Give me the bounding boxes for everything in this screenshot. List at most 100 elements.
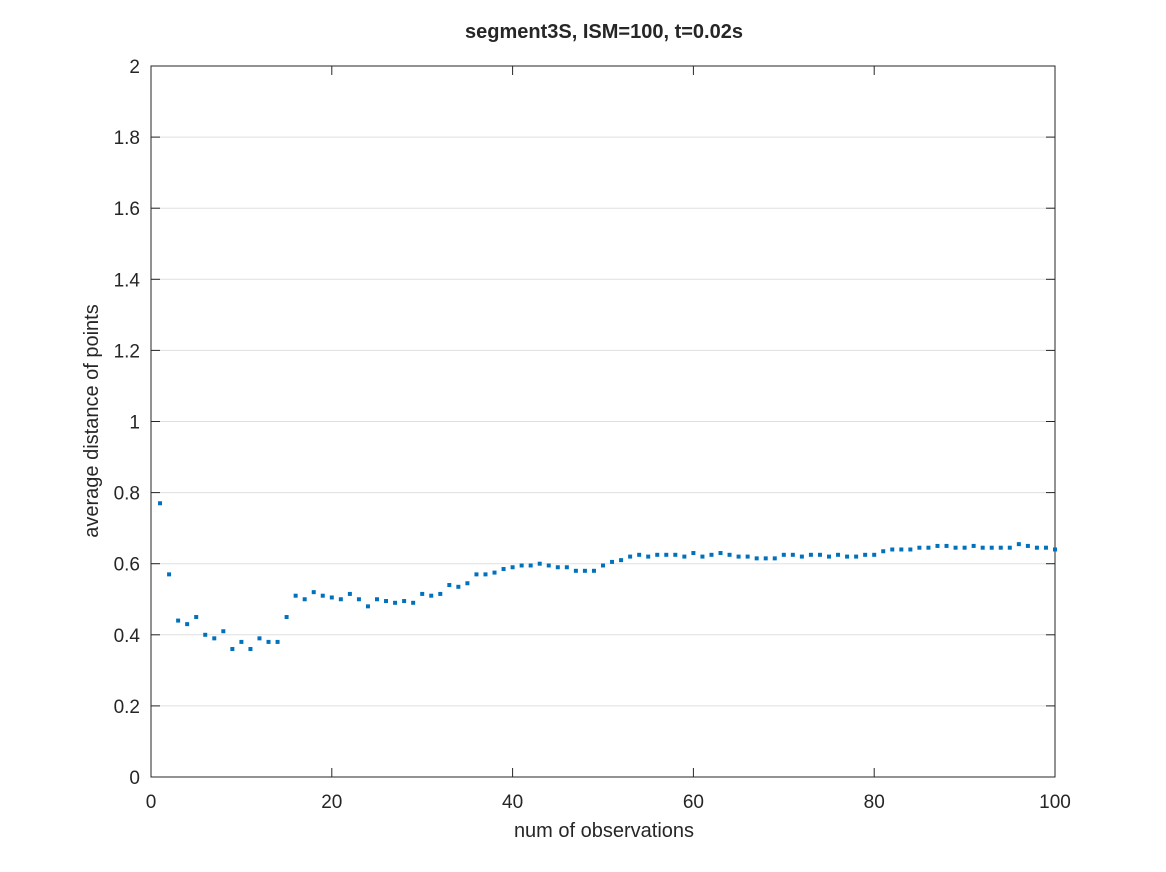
data-point <box>573 568 578 573</box>
data-point <box>736 554 741 559</box>
data-point <box>194 615 199 620</box>
data-point <box>429 593 434 598</box>
data-point <box>619 558 624 563</box>
data-point <box>953 545 958 550</box>
data-point <box>646 554 651 559</box>
data-point <box>781 552 786 557</box>
data-point <box>854 554 859 559</box>
data-point <box>356 597 361 602</box>
data-point <box>944 543 949 548</box>
x-tick-labels: 0 20 40 60 80 100 <box>146 792 1071 813</box>
data-point <box>763 556 768 561</box>
data-point <box>601 563 605 568</box>
data-point <box>1053 547 1057 552</box>
data-point <box>302 597 307 602</box>
data-point <box>221 629 226 634</box>
y-tick-label: 0 <box>129 768 140 789</box>
data-point <box>329 595 334 600</box>
data-point <box>962 545 967 550</box>
data-point <box>158 501 163 506</box>
data-point <box>591 568 596 573</box>
data-point <box>655 552 660 557</box>
data-point <box>320 593 325 598</box>
data-point <box>1016 542 1021 547</box>
data-point <box>980 545 985 550</box>
data-point <box>727 552 732 557</box>
data-point <box>393 600 398 605</box>
data-point <box>799 554 804 559</box>
chart-title: segment3S, ISM=100, t=0.02s <box>465 21 743 43</box>
data-point <box>375 597 379 602</box>
data-point <box>718 551 723 556</box>
data-point <box>836 552 841 557</box>
data-point <box>293 593 298 598</box>
data-point <box>275 639 280 644</box>
y-tick-label: 0.4 <box>114 626 141 647</box>
data-point <box>628 554 633 559</box>
data-point <box>582 568 587 573</box>
data-point <box>899 547 904 552</box>
data-point <box>492 570 497 575</box>
data-point <box>239 639 244 644</box>
data-point <box>465 581 470 586</box>
x-axis-label: num of observations <box>514 820 694 842</box>
y-tick-label: 0.6 <box>114 555 140 576</box>
data-point <box>682 554 687 559</box>
data-point <box>989 545 994 550</box>
data-point <box>817 552 822 557</box>
data-point <box>176 618 181 623</box>
data-point <box>808 552 813 557</box>
data-point <box>555 565 560 570</box>
data-point <box>709 552 714 557</box>
gridlines <box>151 136 1055 707</box>
data-point <box>365 604 370 609</box>
y-tick-label: 0.8 <box>114 484 140 505</box>
data-point <box>745 554 750 559</box>
data-point <box>790 552 795 557</box>
data-point <box>546 563 551 568</box>
data-point <box>447 583 452 588</box>
data-point <box>845 554 850 559</box>
data-point <box>411 600 416 605</box>
data-point <box>402 599 407 604</box>
data-point <box>230 647 235 652</box>
data-point <box>1007 545 1012 550</box>
data-point <box>501 567 506 572</box>
data-point <box>1025 543 1030 548</box>
data-point <box>510 565 515 570</box>
data-point <box>827 554 831 559</box>
data-point <box>908 547 913 552</box>
x-tick-label: 40 <box>502 792 523 813</box>
data-point <box>917 545 922 550</box>
data-point <box>863 552 868 557</box>
data-points <box>158 501 1057 652</box>
y-tick-label: 1.2 <box>114 341 140 362</box>
x-tick-label: 80 <box>864 792 885 813</box>
y-tick-label: 1.6 <box>114 199 140 220</box>
data-point <box>474 572 479 577</box>
data-point <box>420 591 425 596</box>
data-point <box>384 599 389 604</box>
x-tick-label: 100 <box>1039 792 1071 813</box>
data-point <box>338 597 343 602</box>
data-point <box>637 552 642 557</box>
data-point <box>257 636 262 641</box>
y-axis-label: average distance of points <box>81 304 103 538</box>
data-point <box>673 552 678 557</box>
data-point <box>1043 545 1048 550</box>
y-tick-label: 2 <box>129 57 140 78</box>
data-point <box>998 545 1003 550</box>
data-point <box>456 584 461 589</box>
data-point <box>519 563 524 568</box>
y-tick-label: 0.2 <box>114 697 140 718</box>
data-point <box>1034 545 1039 550</box>
axis-ticks <box>150 65 1056 778</box>
data-point <box>483 572 488 577</box>
data-point <box>311 590 316 595</box>
data-point <box>881 549 886 554</box>
data-point <box>248 647 253 652</box>
data-point <box>167 572 172 577</box>
data-point <box>203 632 208 637</box>
